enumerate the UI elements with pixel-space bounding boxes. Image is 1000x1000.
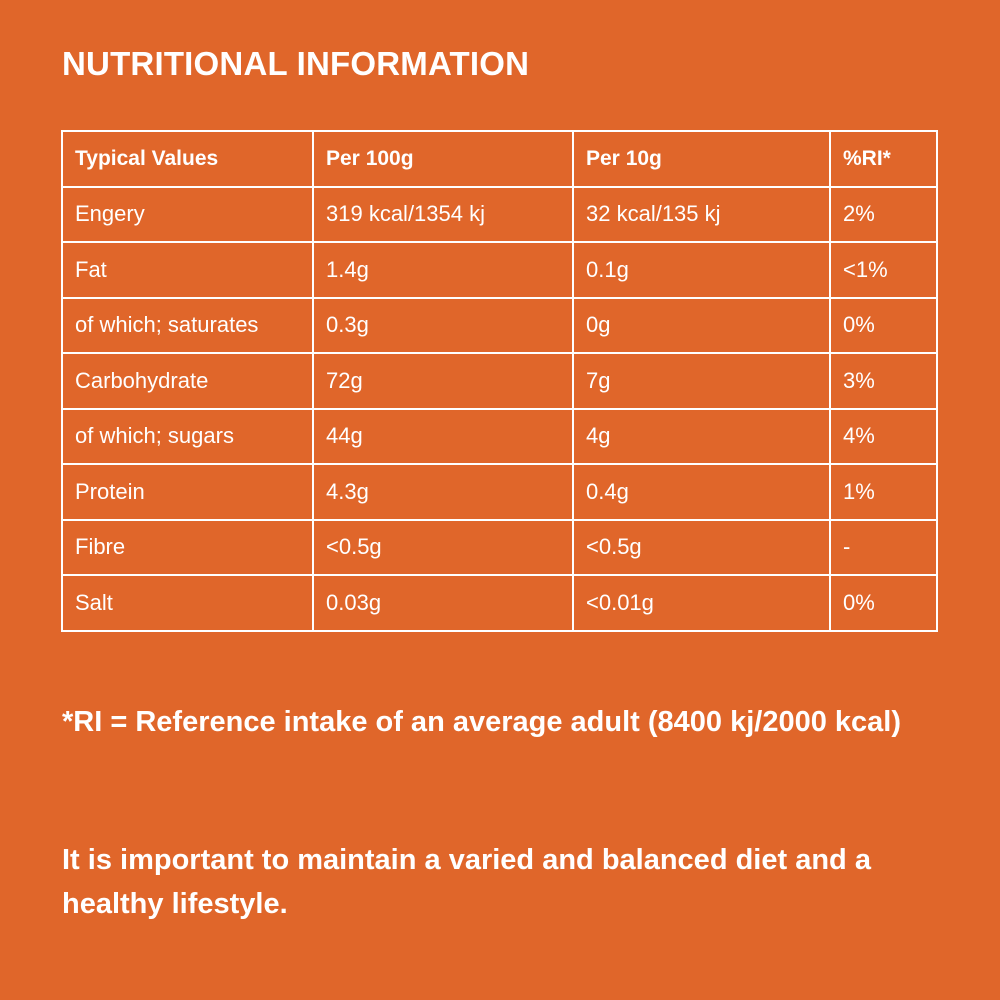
- per-100g-cell: 44g: [312, 407, 574, 465]
- table-row: Carbohydrate 72g 7g 3%: [61, 352, 938, 410]
- ri-cell: -: [829, 518, 938, 576]
- ri-cell: 0%: [829, 296, 938, 354]
- per-100g-cell: 4.3g: [312, 463, 574, 521]
- nutrient-name-cell: Salt: [61, 574, 314, 632]
- ri-cell: <1%: [829, 241, 938, 299]
- diet-advice-text: It is important to maintain a varied and…: [62, 844, 871, 920]
- table-row: Fat 1.4g 0.1g <1%: [61, 241, 938, 299]
- per-10g-cell: 32 kcal/135 kj: [572, 185, 831, 243]
- table-row: of which; sugars 44g 4g 4%: [61, 407, 938, 465]
- per-100g-cell: 1.4g: [312, 241, 574, 299]
- per-100g-cell: 0.03g: [312, 574, 574, 632]
- column-header-per-100g: Per 100g: [312, 130, 574, 188]
- per-100g-cell: 0.3g: [312, 296, 574, 354]
- ri-cell: 1%: [829, 463, 938, 521]
- column-header-per-10g: Per 10g: [572, 130, 831, 188]
- per-10g-cell: <0.01g: [572, 574, 831, 632]
- table-row: Fibre <0.5g <0.5g -: [61, 518, 938, 576]
- per-10g-cell: 4g: [572, 407, 831, 465]
- table-row: Salt 0.03g <0.01g 0%: [61, 574, 938, 632]
- per-10g-cell: 0.4g: [572, 463, 831, 521]
- ri-cell: 4%: [829, 407, 938, 465]
- column-header-typical-values: Typical Values: [61, 130, 314, 188]
- ri-cell: 2%: [829, 185, 938, 243]
- column-header-ri: %RI*: [829, 130, 938, 188]
- per-100g-cell: <0.5g: [312, 518, 574, 576]
- page-title: NUTRITIONAL INFORMATION: [62, 45, 530, 82]
- nutrient-name-cell: Protein: [61, 463, 314, 521]
- per-10g-cell: 0g: [572, 296, 831, 354]
- nutrient-name-cell: of which; sugars: [61, 407, 314, 465]
- nutrient-name-cell: of which; saturates: [61, 296, 314, 354]
- per-10g-cell: <0.5g: [572, 518, 831, 576]
- nutrient-name-cell: Fat: [61, 241, 314, 299]
- ri-cell: 3%: [829, 352, 938, 410]
- ri-cell: 0%: [829, 574, 938, 632]
- per-100g-cell: 319 kcal/1354 kj: [312, 185, 574, 243]
- nutrition-table: Typical Values Per 100g Per 10g %RI* Eng…: [61, 130, 938, 632]
- nutrition-table-container: Typical Values Per 100g Per 10g %RI* Eng…: [61, 130, 938, 632]
- per-10g-cell: 0.1g: [572, 241, 831, 299]
- table-header-row: Typical Values Per 100g Per 10g %RI*: [61, 130, 938, 188]
- table-row: Engery 319 kcal/1354 kj 32 kcal/135 kj 2…: [61, 185, 938, 243]
- table-row: Protein 4.3g 0.4g 1%: [61, 463, 938, 521]
- per-10g-cell: 7g: [572, 352, 831, 410]
- nutrient-name-cell: Carbohydrate: [61, 352, 314, 410]
- per-100g-cell: 72g: [312, 352, 574, 410]
- nutrient-name-cell: Fibre: [61, 518, 314, 576]
- nutrient-name-cell: Engery: [61, 185, 314, 243]
- ri-footnote: *RI = Reference intake of an average adu…: [62, 706, 902, 738]
- table-row: of which; saturates 0.3g 0g 0%: [61, 296, 938, 354]
